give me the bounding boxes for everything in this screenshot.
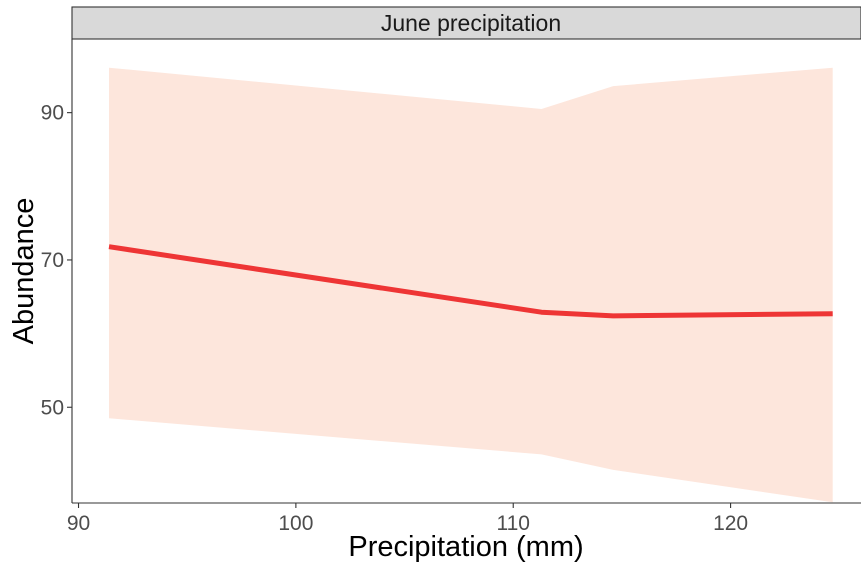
x-axis-title: Precipitation (mm)	[348, 531, 583, 562]
x-tick-label: 90	[67, 512, 90, 535]
strip-title: June precipitation	[381, 10, 561, 36]
y-tick-label: 70	[41, 249, 64, 272]
y-axis-title: Abundance	[8, 198, 40, 345]
x-tick-label: 100	[278, 512, 313, 535]
y-axis-ticks: 50 70 90	[41, 102, 72, 419]
x-tick-label: 110	[496, 512, 529, 535]
x-axis-ticks: 90 100 110 120	[67, 503, 748, 535]
x-tick-label: 120	[713, 512, 748, 535]
strip-background	[71, 6, 861, 40]
series-line	[108, 244, 833, 319]
y-tick-label: 50	[41, 396, 64, 419]
confidence-ribbon	[109, 67, 833, 503]
y-tick-label: 90	[41, 102, 64, 125]
plot-area	[108, 67, 833, 503]
